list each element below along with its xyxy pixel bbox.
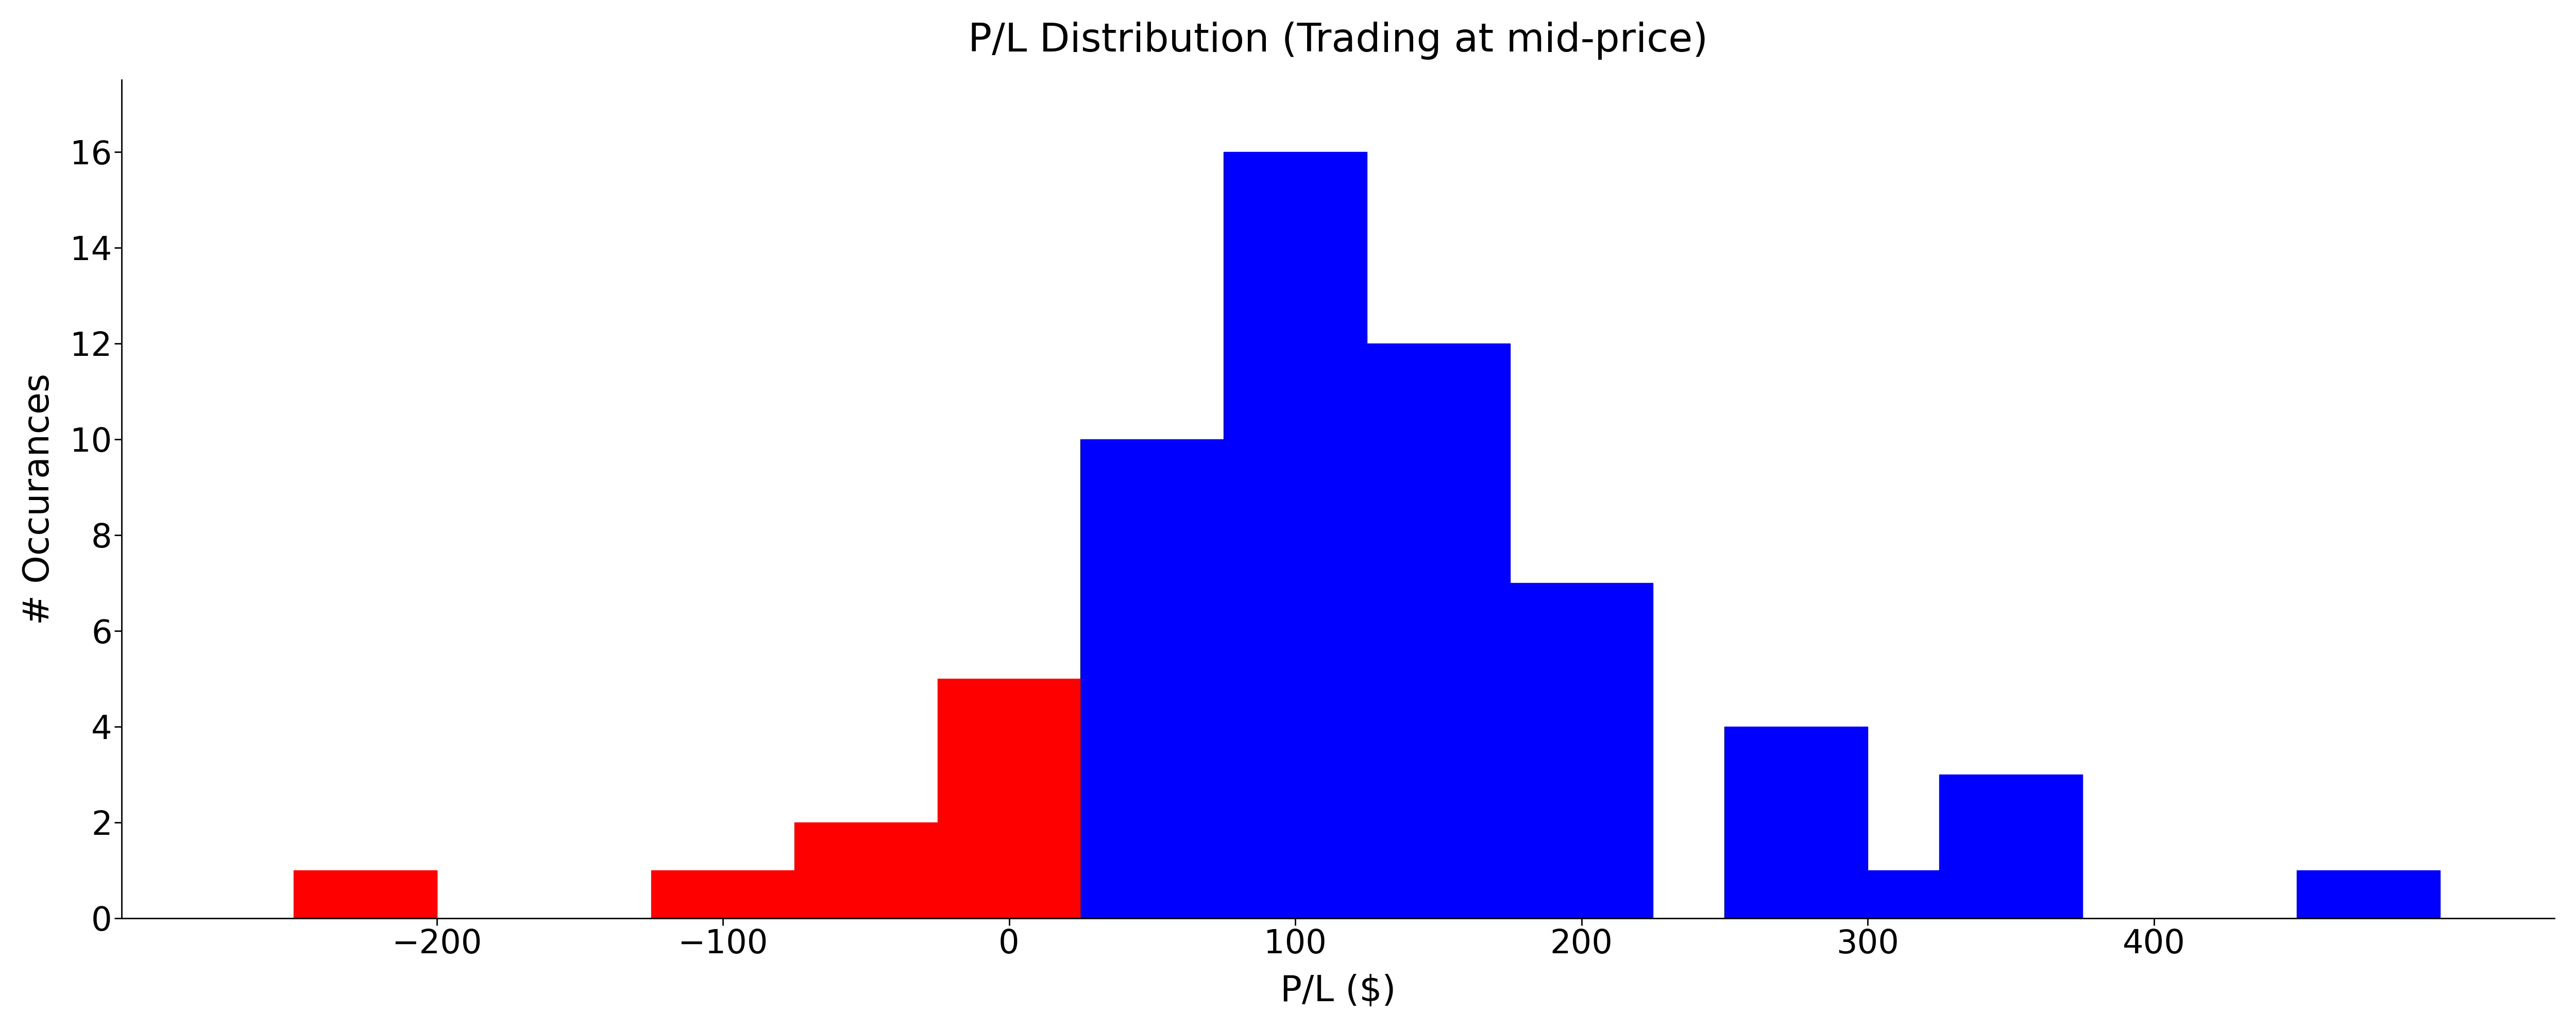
Bar	[1224, 151, 1368, 918]
Bar	[294, 870, 438, 918]
Bar	[1723, 726, 1868, 918]
Bar	[2298, 870, 2439, 918]
Title: P/L Distribution (Trading at mid-price): P/L Distribution (Trading at mid-price)	[969, 22, 1708, 60]
Bar	[938, 679, 1079, 918]
Bar	[652, 870, 793, 918]
Bar	[1510, 583, 1654, 918]
Bar	[793, 822, 938, 918]
Bar	[1368, 343, 1510, 918]
Y-axis label: # Occurances: # Occurances	[21, 373, 57, 625]
Bar	[1940, 775, 2081, 918]
Bar	[1079, 439, 1224, 918]
Bar	[1868, 870, 1940, 918]
X-axis label: P/L ($): P/L ($)	[1280, 974, 1396, 1008]
